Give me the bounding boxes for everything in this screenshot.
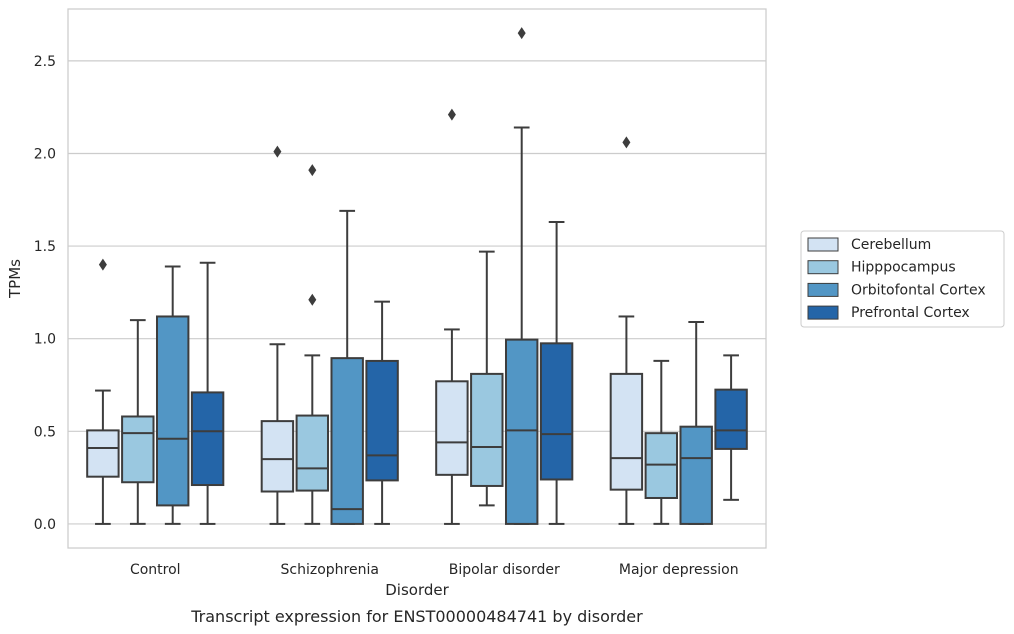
iqr-box xyxy=(330,357,364,525)
iqr-box xyxy=(86,429,120,478)
outlier-point xyxy=(517,27,526,40)
iqr-box xyxy=(260,420,295,493)
outlier-point xyxy=(308,164,317,177)
box-orbitofontal-cortex xyxy=(330,209,364,525)
y-tick-label: 2.5 xyxy=(34,54,56,70)
y-tick-labels: 0.0 0.5 1.0 1.5 2.0 2.5 xyxy=(34,54,56,533)
iqr-box xyxy=(295,414,330,492)
box-orbitofontal-cortex xyxy=(679,321,713,525)
iqr-box xyxy=(470,372,504,487)
box-hipppocampus xyxy=(644,359,679,525)
iqr-box xyxy=(155,315,190,507)
y-tick-label: 1.5 xyxy=(34,239,56,255)
plot-frame xyxy=(67,8,767,549)
box-hipppocampus xyxy=(121,319,155,525)
boxes xyxy=(86,27,748,525)
legend-label: Orbitofontal Cortex xyxy=(851,282,986,298)
legend-swatch xyxy=(807,282,839,297)
box-prefrontal-cortex xyxy=(539,221,574,525)
iqr-box xyxy=(504,338,539,525)
y-tick-label: 0.5 xyxy=(34,424,56,440)
box-prefrontal-cortex xyxy=(714,354,748,501)
box-prefrontal-cortex xyxy=(365,300,399,525)
y-tick-label: 0.0 xyxy=(34,517,56,533)
outlier-point xyxy=(622,136,631,149)
legend-swatch xyxy=(807,260,839,275)
box-prefrontal-cortex xyxy=(190,261,225,525)
box-hipppocampus xyxy=(295,164,330,525)
y-axis-label: TPMs xyxy=(6,259,24,299)
outlier-point xyxy=(273,145,282,158)
iqr-box xyxy=(121,415,155,484)
x-axis-label: Disorder xyxy=(385,581,449,599)
chart-caption: Transcript expression for ENST0000048474… xyxy=(190,607,643,626)
x-tick-label: Major depression xyxy=(619,562,739,578)
iqr-box xyxy=(679,425,713,525)
box-hipppocampus xyxy=(470,250,504,507)
legend-label: Prefrontal Cortex xyxy=(851,305,970,321)
iqr-box xyxy=(435,380,469,476)
box-cerebellum xyxy=(260,145,295,525)
box-orbitofontal-cortex xyxy=(155,265,190,525)
x-tick-label: Bipolar disorder xyxy=(449,562,560,578)
iqr-box xyxy=(365,359,399,482)
box-orbitofontal-cortex xyxy=(504,27,539,525)
legend: Cerebellum Hipppocampus Orbitofontal Corte… xyxy=(800,230,1005,328)
iqr-box xyxy=(714,388,748,450)
legend-swatch xyxy=(807,305,839,320)
outlier-point xyxy=(308,293,317,306)
y-tick-label: 2.0 xyxy=(34,146,56,162)
legend-label: Cerebellum xyxy=(851,237,931,253)
outlier-point xyxy=(98,258,107,271)
iqr-box xyxy=(539,342,574,481)
outlier-point xyxy=(447,108,456,121)
y-tick-label: 1.0 xyxy=(34,332,56,348)
x-tick-label: Schizophrenia xyxy=(281,562,379,578)
x-tick-labels: Control Schizophrenia Bipolar disorder Majo… xyxy=(130,562,739,578)
box-cerebellum xyxy=(609,136,644,525)
box-cerebellum xyxy=(435,108,469,525)
legend-frame xyxy=(800,230,1005,328)
iqr-box xyxy=(609,372,644,491)
box-cerebellum xyxy=(86,258,120,525)
legend-swatch xyxy=(807,237,839,252)
legend-label: Hipppocampus xyxy=(851,260,956,276)
iqr-box xyxy=(190,391,225,487)
x-tick-label: Control xyxy=(130,562,181,578)
